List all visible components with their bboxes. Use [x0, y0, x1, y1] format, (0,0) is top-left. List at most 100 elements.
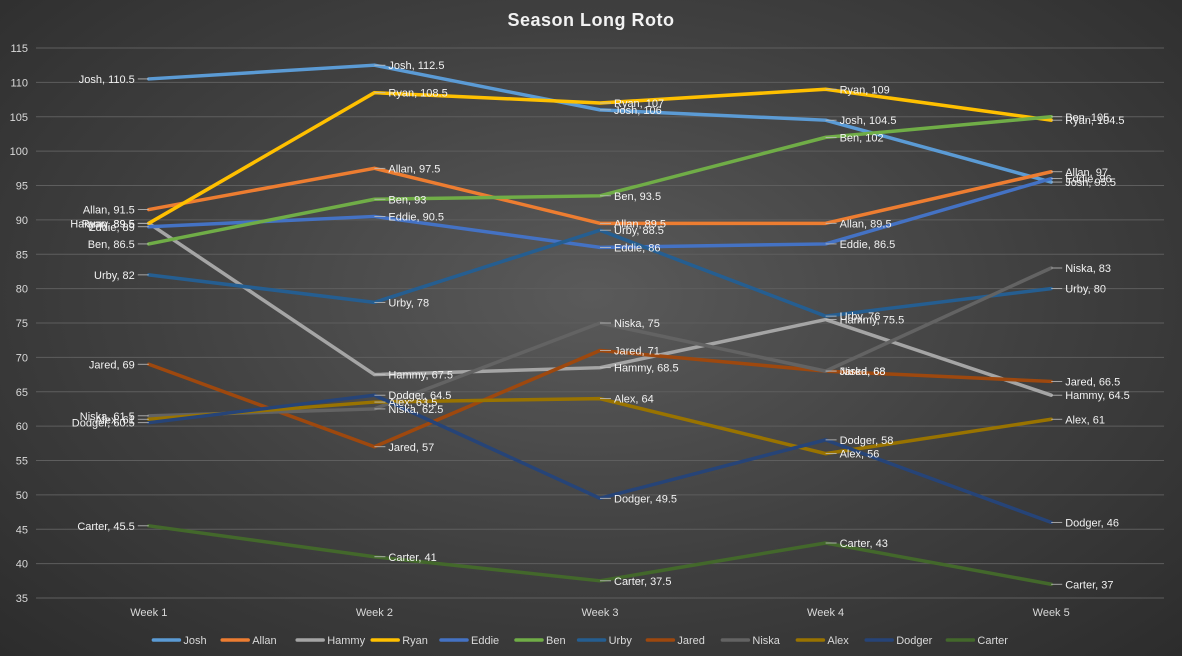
legend-item: Ben	[546, 635, 566, 647]
data-label: Allan, 89.5	[840, 218, 892, 230]
series-line-eddie	[147, 176, 1053, 250]
data-label: Dodger, 64.5	[388, 390, 451, 402]
legend: Josh Allan Hammy Ryan Eddie Ben Urby Jared Niska…	[151, 635, 1008, 647]
legend-item: Allan	[252, 635, 276, 647]
data-label: Eddie, 89	[88, 222, 134, 234]
data-label: Alex, 63.5	[388, 397, 437, 409]
data-label: Ryan, 104.5	[1065, 115, 1124, 127]
data-label: Niska, 68	[840, 366, 886, 378]
data-label: Ben, 93	[388, 194, 426, 206]
data-label: Eddie, 86	[614, 242, 660, 254]
data-label: Dodger, 46	[1065, 517, 1119, 529]
legend-item: Dodger	[896, 635, 932, 647]
data-label: Hammy, 75.5	[840, 315, 905, 327]
data-label: Carter, 37.5	[614, 576, 671, 588]
data-label: Alex, 64	[614, 394, 654, 406]
x-tick-label: Week 4	[807, 607, 844, 619]
data-label: Ben, 102	[840, 132, 884, 144]
x-tick-label: Week 3	[581, 607, 618, 619]
x-tick-label: Week 5	[1033, 607, 1070, 619]
y-tick-label: 45	[16, 524, 28, 536]
y-tick-label: 70	[16, 352, 28, 364]
data-label: Hammy, 64.5	[1065, 390, 1130, 402]
legend-item: Ryan	[402, 635, 428, 647]
data-label: Jared, 69	[89, 359, 135, 371]
data-label: Urby, 78	[388, 297, 429, 309]
data-label: Carter, 43	[840, 538, 888, 550]
y-tick-label: 110	[10, 77, 28, 89]
data-label: Niska, 62.5	[388, 404, 443, 416]
series-line-carter	[147, 524, 1053, 586]
gridlines	[36, 47, 1164, 599]
data-label: Allan, 89.5	[614, 218, 666, 230]
data-label: Ryan, 108.5	[388, 88, 447, 100]
data-label: Ryan, 107	[614, 98, 664, 110]
legend-item: Urby	[609, 635, 633, 647]
y-tick-label: 105	[10, 112, 28, 124]
data-label: Carter, 37	[1065, 579, 1113, 591]
data-label: Niska, 61.5	[80, 411, 135, 423]
y-axis: 35 40 45 50 55 60 65 70 75 80 85 90 95 100 105 110 115	[10, 43, 28, 605]
legend-item: Eddie	[471, 635, 499, 647]
legend-item: Carter	[977, 635, 1008, 647]
data-labels: Josh, 110.5 Josh, 112.5 Josh, 106 Josh, 104…	[70, 60, 1130, 591]
data-label: Josh, 112.5	[388, 60, 444, 72]
data-label: Alex, 61	[95, 414, 135, 426]
data-label: Ben, 105	[1065, 112, 1109, 124]
data-label: Niska, 75	[614, 318, 660, 330]
data-label: Alex, 61	[1065, 414, 1105, 426]
data-label: Hammy, 67.5	[388, 370, 453, 382]
data-label: Dodger, 49.5	[614, 493, 677, 505]
series-lines	[147, 63, 1053, 586]
series-line-urby	[147, 228, 1053, 318]
data-label: Josh, 110.5	[79, 74, 135, 86]
data-label: Carter, 45.5	[77, 521, 134, 533]
data-label: Jared, 68	[840, 366, 886, 378]
chart-title: Season Long Roto	[508, 10, 675, 30]
data-label: Ben, 86.5	[88, 239, 135, 251]
x-tick-label: Week 1	[130, 607, 167, 619]
data-label: Jared, 66.5	[1065, 376, 1120, 388]
y-tick-label: 35	[16, 593, 28, 605]
data-label: Eddie, 90.5	[388, 211, 444, 223]
data-label: Josh, 106	[614, 105, 662, 117]
legend-item: Alex	[827, 635, 849, 647]
legend-item: Josh	[183, 635, 206, 647]
data-label: Hammy, 68.5	[614, 363, 679, 375]
legend-item: Hammy	[327, 635, 365, 647]
data-label: Dodger, 60.5	[72, 418, 135, 430]
data-label: Eddie, 86.5	[840, 239, 896, 251]
x-axis: Week 1 Week 2 Week 3 Week 4 Week 5	[130, 607, 1069, 619]
data-label: Allan, 97.5	[388, 163, 440, 175]
y-tick-label: 75	[16, 318, 28, 330]
data-label: Hammy, 89.5	[70, 218, 135, 230]
data-label: Josh, 104.5	[840, 115, 897, 127]
data-label: Urby, 80	[1065, 284, 1106, 296]
y-tick-label: 60	[16, 421, 28, 433]
data-label: Niska, 83	[1065, 263, 1111, 275]
data-label: Urby, 88.5	[614, 225, 664, 237]
y-tick-label: 50	[16, 490, 28, 502]
data-label: Allan, 91.5	[83, 205, 135, 217]
data-label: Urby, 82	[94, 270, 135, 282]
data-label: Jared, 71	[614, 346, 660, 358]
y-tick-label: 95	[16, 181, 28, 193]
data-label: Dodger, 58	[840, 435, 894, 447]
data-label: Jared, 57	[388, 442, 434, 454]
y-tick-label: 55	[16, 456, 28, 468]
y-tick-label: 80	[16, 284, 28, 296]
y-tick-label: 100	[10, 146, 28, 158]
data-label: Ryan, 89.5	[82, 218, 135, 230]
y-tick-label: 65	[16, 387, 28, 399]
legend-item: Jared	[677, 635, 705, 647]
legend-item: Niska	[752, 635, 780, 647]
x-tick-label: Week 2	[356, 607, 393, 619]
y-tick-label: 115	[10, 43, 28, 55]
data-label: Urby, 76	[840, 311, 881, 323]
data-label: Ben, 93.5	[614, 191, 661, 203]
y-tick-label: 90	[16, 215, 28, 227]
data-label: Allan, 97	[1065, 167, 1108, 179]
data-label: Carter, 41	[388, 552, 436, 564]
y-tick-label: 85	[16, 249, 28, 261]
